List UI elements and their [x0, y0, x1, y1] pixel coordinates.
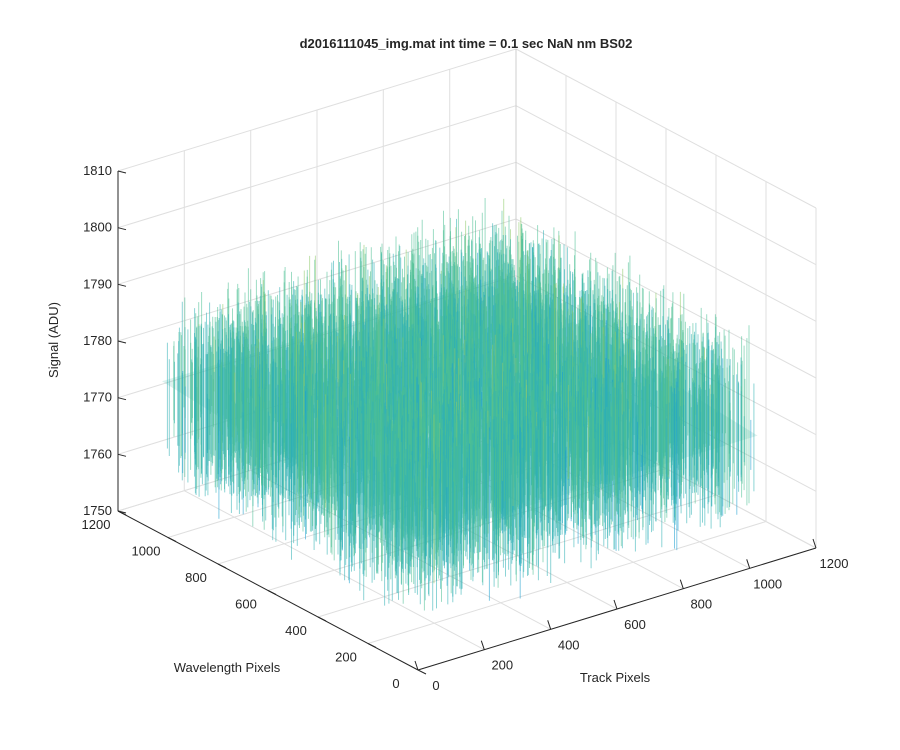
grid-line — [367, 521, 767, 644]
signal-surface — [162, 198, 758, 611]
